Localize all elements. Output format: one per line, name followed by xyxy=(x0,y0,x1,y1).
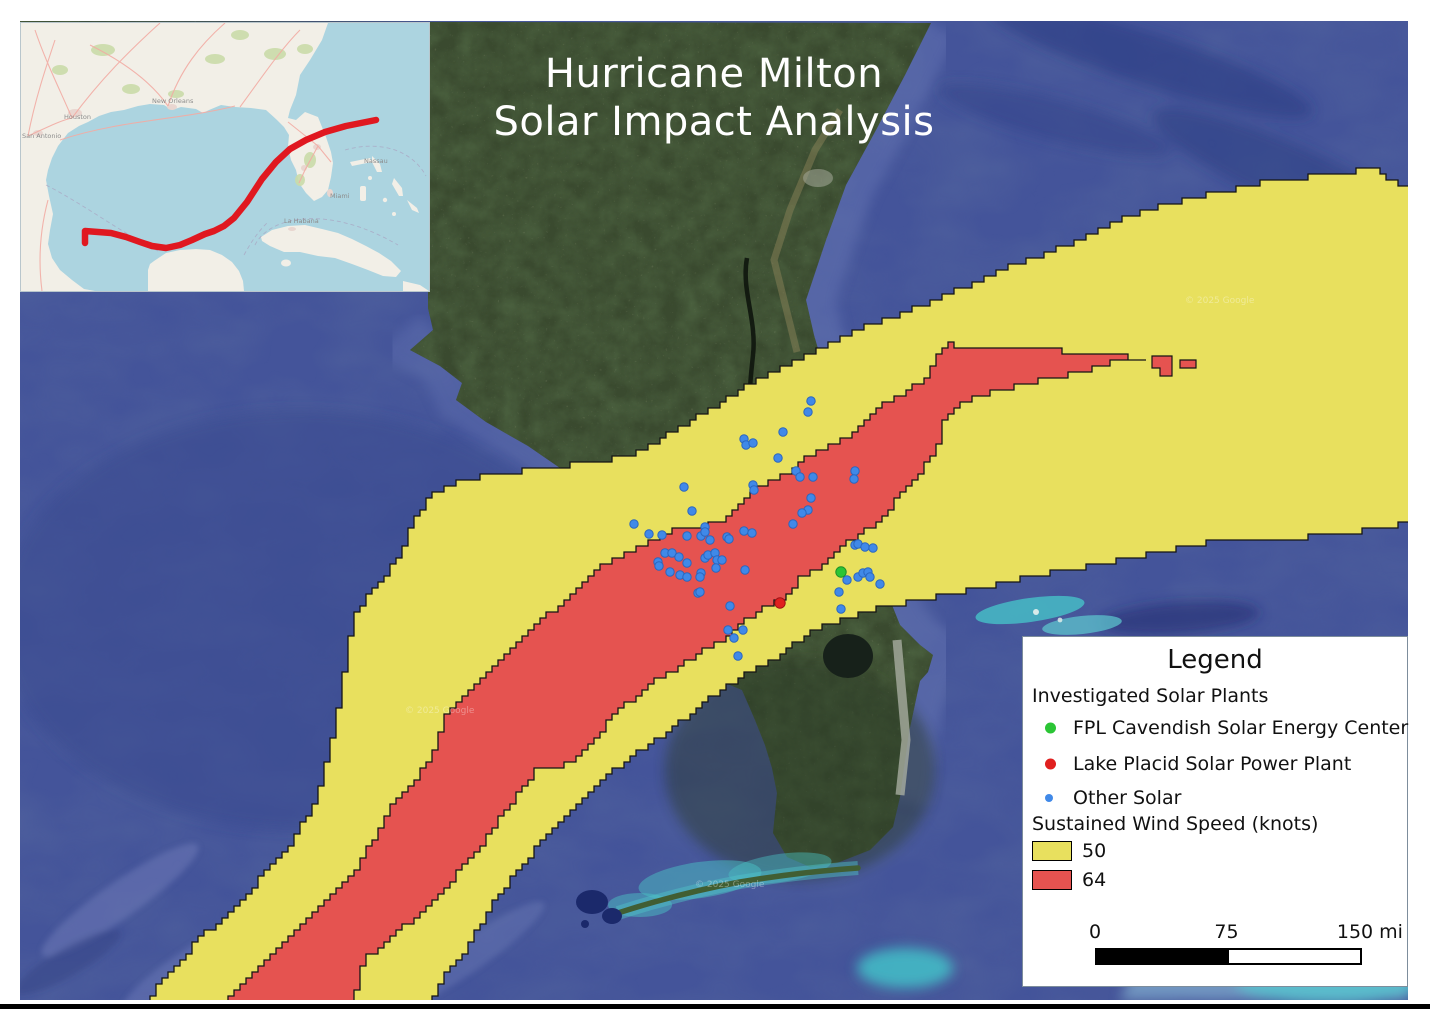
other-solar-dot xyxy=(705,535,715,545)
inset-city-label: La Habana xyxy=(284,217,319,225)
legend-section-wind: Sustained Wind Speed (knots) xyxy=(1032,813,1319,835)
other-solar-dot xyxy=(733,651,743,661)
other-solar-dot xyxy=(849,474,859,484)
lake-okeechobee xyxy=(823,634,873,678)
legend-item-other-solar: Other Solar xyxy=(1023,782,1407,814)
imagery-watermarks: © 2025 Google © 2025 Google © 2025 Google xyxy=(405,296,1255,890)
hurricane-track xyxy=(81,116,380,252)
inset-city-label: San Antonio xyxy=(22,132,61,140)
scale-bar-filled-segment xyxy=(1097,950,1229,963)
other-solar-dot xyxy=(629,519,639,529)
other-solar-dot xyxy=(773,453,783,463)
other-solar-dot xyxy=(865,572,875,582)
other-solar-dot xyxy=(700,527,710,537)
inset-city-label: Nassau xyxy=(364,157,388,165)
wind-band-64-fragment xyxy=(1179,359,1197,369)
solar-plant-dots xyxy=(629,396,885,661)
legend-item-fpl-cavendish: FPL Cavendish Solar Energy Center xyxy=(1023,712,1408,744)
other-solar-dot xyxy=(717,555,727,565)
inset-city-labels: Houston San Antonio New Orleans La Habana Mi… xyxy=(22,97,388,225)
inset-track-map: Houston San Antonio New Orleans La Habana Mi… xyxy=(20,22,430,292)
wind-band-64-fragment xyxy=(1151,355,1173,377)
other-solar-dot xyxy=(740,565,750,575)
other-solar-dot xyxy=(667,548,677,558)
other-solar-dot xyxy=(687,506,697,516)
other-solar-dot xyxy=(788,519,798,529)
other-solar-dot xyxy=(657,530,667,540)
scale-bar-track xyxy=(1095,948,1362,965)
other-solar-dot xyxy=(842,575,852,585)
footer-rule xyxy=(0,1004,1430,1009)
other-solar-dot xyxy=(695,587,705,597)
other-solar-dot xyxy=(739,526,749,536)
legend-panel: Legend Investigated Solar Plants FPL Cav… xyxy=(1022,636,1408,987)
other-solar-dot xyxy=(682,531,692,541)
blue-dot-icon xyxy=(1045,794,1053,802)
inset-city-label: Houston xyxy=(64,113,91,121)
other-solar-dot xyxy=(738,625,748,635)
wind-band-64 xyxy=(227,341,1146,1000)
other-solar-dot xyxy=(834,587,844,597)
featured-plant-dot xyxy=(774,597,786,609)
red-swatch-icon xyxy=(1032,870,1072,890)
other-solar-dot xyxy=(674,552,684,562)
other-solar-dot xyxy=(808,472,818,482)
other-solar-dot xyxy=(679,482,689,492)
other-solar-dot xyxy=(803,407,813,417)
other-solar-dot xyxy=(778,427,788,437)
red-dot-icon xyxy=(1045,758,1056,770)
other-solar-dot xyxy=(654,561,664,571)
other-solar-dot xyxy=(806,493,816,503)
other-solar-dot xyxy=(748,438,758,448)
other-solar-dot xyxy=(749,485,759,495)
scale-tick-150: 150 mi xyxy=(1336,921,1403,943)
legend-section-plants: Investigated Solar Plants xyxy=(1032,685,1269,707)
map-title: Hurricane Milton Solar Impact Analysis xyxy=(493,50,934,146)
other-solar-dot xyxy=(682,558,692,568)
watermark-text: © 2025 Google xyxy=(695,880,765,890)
inset-city-label: Miami xyxy=(330,192,350,200)
yellow-swatch-icon xyxy=(1032,841,1072,861)
inset-land xyxy=(21,23,429,291)
florida-keys xyxy=(576,852,861,928)
map-title-line2: Solar Impact Analysis xyxy=(493,99,935,145)
map-title-line1: Hurricane Milton xyxy=(544,51,884,97)
other-solar-dot xyxy=(725,601,735,611)
other-solar-dot xyxy=(682,572,692,582)
other-solar-dot xyxy=(850,466,860,476)
other-solar-dot xyxy=(724,534,734,544)
inset-city-label: New Orleans xyxy=(152,97,194,105)
watermark-text: © 2025 Google xyxy=(1185,296,1255,306)
watermark-text: © 2025 Google xyxy=(405,706,475,716)
other-solar-dot xyxy=(723,625,733,635)
other-solar-dot xyxy=(868,543,878,553)
other-solar-dot xyxy=(747,528,757,538)
green-dot-icon xyxy=(1045,722,1056,734)
other-solar-dot xyxy=(711,563,721,573)
legend-title: Legend xyxy=(1167,645,1263,675)
legend-item-lake-placid: Lake Placid Solar Power Plant xyxy=(1023,748,1407,780)
other-solar-dot xyxy=(729,633,739,643)
east-coast-urban xyxy=(892,639,911,796)
other-solar-dot xyxy=(695,572,705,582)
other-solar-dot xyxy=(806,396,816,406)
other-solar-dot xyxy=(644,529,654,539)
wind-swath-bands xyxy=(149,167,1408,1000)
jacksonville-urban xyxy=(803,169,833,187)
other-solar-dot xyxy=(797,508,807,518)
other-solar-dot xyxy=(836,604,846,614)
scale-tick-0: 0 xyxy=(1088,921,1102,943)
scale-bar: 0 75 150 mi xyxy=(1089,921,1403,981)
other-solar-dot xyxy=(665,567,675,577)
scale-tick-75: 75 xyxy=(1214,921,1239,943)
featured-plant-dot xyxy=(835,566,847,578)
other-solar-dot xyxy=(795,472,805,482)
other-solar-dot xyxy=(875,579,885,589)
other-solar-dot xyxy=(860,542,870,552)
